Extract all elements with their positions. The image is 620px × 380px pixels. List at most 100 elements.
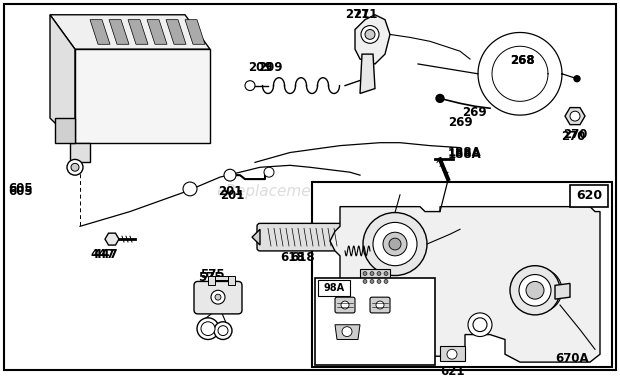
Circle shape xyxy=(245,81,255,90)
Circle shape xyxy=(389,238,401,250)
FancyBboxPatch shape xyxy=(370,297,390,313)
Circle shape xyxy=(407,332,423,347)
Bar xyxy=(440,347,465,361)
Polygon shape xyxy=(75,49,210,142)
Circle shape xyxy=(363,272,367,276)
Circle shape xyxy=(377,279,381,283)
Text: 575: 575 xyxy=(200,268,224,281)
Text: 188A: 188A xyxy=(448,146,482,158)
Text: 575: 575 xyxy=(198,271,223,283)
Polygon shape xyxy=(350,229,358,245)
Text: 270: 270 xyxy=(563,128,587,141)
Circle shape xyxy=(211,290,225,304)
Text: 618: 618 xyxy=(290,251,314,264)
Circle shape xyxy=(201,322,215,336)
Circle shape xyxy=(363,212,427,276)
Circle shape xyxy=(341,301,349,309)
Text: 271: 271 xyxy=(353,8,378,21)
Circle shape xyxy=(383,232,407,256)
Text: 605: 605 xyxy=(8,182,33,195)
Circle shape xyxy=(197,318,219,339)
FancyBboxPatch shape xyxy=(194,282,242,314)
Polygon shape xyxy=(166,20,186,44)
Polygon shape xyxy=(90,20,110,44)
Circle shape xyxy=(370,279,374,283)
Circle shape xyxy=(363,279,367,283)
Text: 268: 268 xyxy=(510,54,534,67)
Polygon shape xyxy=(355,15,390,64)
Circle shape xyxy=(67,160,83,175)
Circle shape xyxy=(411,336,419,344)
Text: 447: 447 xyxy=(93,248,118,261)
Text: 201: 201 xyxy=(218,185,242,198)
Circle shape xyxy=(370,285,390,305)
Text: 268: 268 xyxy=(510,54,534,67)
Circle shape xyxy=(365,30,375,40)
Circle shape xyxy=(215,294,221,300)
Text: eReplacementParts.com: eReplacementParts.com xyxy=(216,184,404,200)
Bar xyxy=(312,182,612,367)
Circle shape xyxy=(183,182,197,196)
Circle shape xyxy=(332,307,348,323)
Circle shape xyxy=(447,349,457,359)
Text: 447: 447 xyxy=(90,248,115,261)
Circle shape xyxy=(436,95,444,102)
Polygon shape xyxy=(50,15,75,142)
Bar xyxy=(318,280,350,296)
Circle shape xyxy=(468,313,492,337)
Polygon shape xyxy=(208,276,235,285)
Circle shape xyxy=(518,269,562,312)
Circle shape xyxy=(71,163,79,171)
Circle shape xyxy=(526,282,544,299)
Circle shape xyxy=(342,327,352,337)
Polygon shape xyxy=(565,108,585,125)
Circle shape xyxy=(384,279,388,283)
Text: 621: 621 xyxy=(440,365,464,378)
Polygon shape xyxy=(147,20,167,44)
Polygon shape xyxy=(360,54,375,93)
Polygon shape xyxy=(55,118,75,142)
Circle shape xyxy=(361,25,379,43)
Polygon shape xyxy=(555,283,570,299)
Polygon shape xyxy=(128,20,148,44)
Circle shape xyxy=(264,167,274,177)
Circle shape xyxy=(519,274,551,306)
Text: 98A: 98A xyxy=(324,283,345,293)
Circle shape xyxy=(510,266,560,315)
Circle shape xyxy=(375,290,385,300)
Circle shape xyxy=(224,169,236,181)
Text: 269: 269 xyxy=(448,116,472,129)
Text: 270: 270 xyxy=(561,130,585,143)
Circle shape xyxy=(376,301,384,309)
Text: 620: 620 xyxy=(576,189,602,202)
Circle shape xyxy=(370,272,374,276)
Text: 618: 618 xyxy=(280,251,304,264)
Text: 209: 209 xyxy=(248,61,273,74)
Circle shape xyxy=(570,111,580,121)
Text: 269: 269 xyxy=(462,106,487,119)
Polygon shape xyxy=(50,15,210,49)
Text: 670A: 670A xyxy=(555,352,588,365)
Polygon shape xyxy=(105,233,119,245)
Text: 188A: 188A xyxy=(448,147,482,161)
Polygon shape xyxy=(109,20,129,44)
Bar xyxy=(315,279,435,365)
Polygon shape xyxy=(185,20,205,44)
Text: 209: 209 xyxy=(258,61,283,74)
Polygon shape xyxy=(335,325,360,339)
Circle shape xyxy=(218,326,228,336)
Circle shape xyxy=(377,272,381,276)
FancyBboxPatch shape xyxy=(335,297,355,313)
Circle shape xyxy=(384,272,388,276)
Text: 201: 201 xyxy=(220,189,244,202)
Text: 271: 271 xyxy=(345,8,370,21)
FancyBboxPatch shape xyxy=(257,223,353,251)
Polygon shape xyxy=(70,142,90,162)
Polygon shape xyxy=(252,229,260,245)
Bar xyxy=(570,185,608,207)
Circle shape xyxy=(526,277,554,304)
Circle shape xyxy=(473,318,487,332)
Circle shape xyxy=(373,222,417,266)
Polygon shape xyxy=(325,207,600,362)
Text: 605: 605 xyxy=(8,185,33,198)
